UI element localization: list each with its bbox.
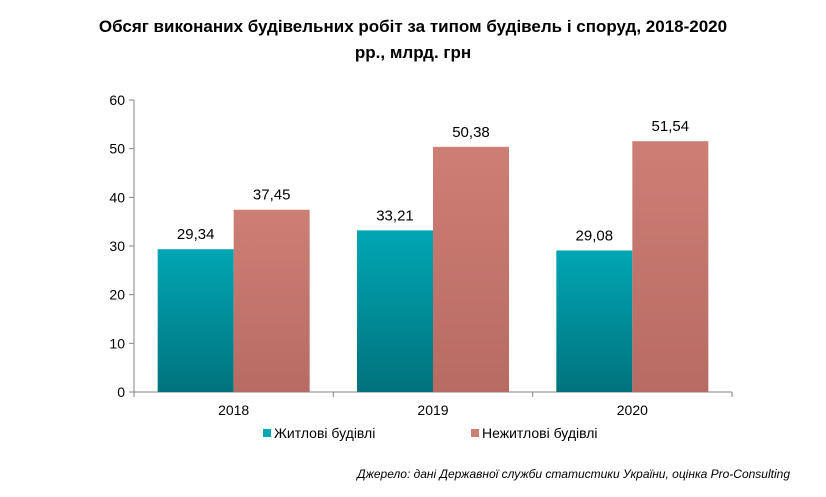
y-tick-label: 10 bbox=[109, 335, 125, 351]
data-label-nonresidential-2020: 51,54 bbox=[652, 118, 690, 135]
y-tick-label: 30 bbox=[109, 238, 125, 254]
bar-residential-2018 bbox=[157, 249, 234, 392]
y-tick-label: 20 bbox=[109, 287, 125, 303]
bar-residential-2019 bbox=[357, 230, 433, 392]
chart-title-line-2: рр., млрд. грн bbox=[354, 43, 472, 62]
source-note: Джерело: дані Державної служби статистик… bbox=[357, 467, 790, 481]
bar-residential-2020 bbox=[556, 250, 633, 392]
legend-label-residential: Житлові будівлі bbox=[274, 425, 375, 441]
legend-swatch-residential bbox=[263, 429, 271, 437]
bar-nonresidential-2018 bbox=[233, 209, 310, 392]
chart-title-line-1: Обсяг виконаних будівельних робіт за тип… bbox=[98, 17, 728, 36]
bars bbox=[157, 141, 709, 392]
legend-label-nonresidential: Нежитлові будівлі bbox=[482, 425, 598, 441]
y-tick-label: 60 bbox=[109, 92, 125, 108]
x-tick-label: 2018 bbox=[218, 402, 249, 418]
legend-swatch-nonresidential bbox=[471, 429, 479, 437]
data-labels: 29,34 37,45 33,21 50,38 29,08 51,54 bbox=[177, 118, 689, 244]
y-tick-label: 0 bbox=[117, 384, 125, 400]
x-tick-label: 2019 bbox=[417, 402, 448, 418]
chart-title: Обсяг виконаних будівельних робіт за тип… bbox=[0, 14, 826, 66]
data-label-nonresidential-2018: 37,45 bbox=[253, 187, 291, 204]
data-label-residential-2018: 29,34 bbox=[177, 226, 215, 243]
x-tick-label: 2020 bbox=[617, 402, 648, 418]
bar-nonresidential-2020 bbox=[632, 141, 709, 392]
y-tick-label: 50 bbox=[109, 141, 125, 157]
y-tick-label: 40 bbox=[109, 189, 125, 205]
legend: Житлові будівлі Нежитлові будівлі bbox=[263, 425, 598, 441]
bar-nonresidential-2019 bbox=[433, 146, 509, 392]
data-label-nonresidential-2019: 50,38 bbox=[452, 124, 490, 141]
data-label-residential-2020: 29,08 bbox=[576, 227, 614, 244]
data-label-residential-2019: 33,21 bbox=[376, 207, 414, 224]
